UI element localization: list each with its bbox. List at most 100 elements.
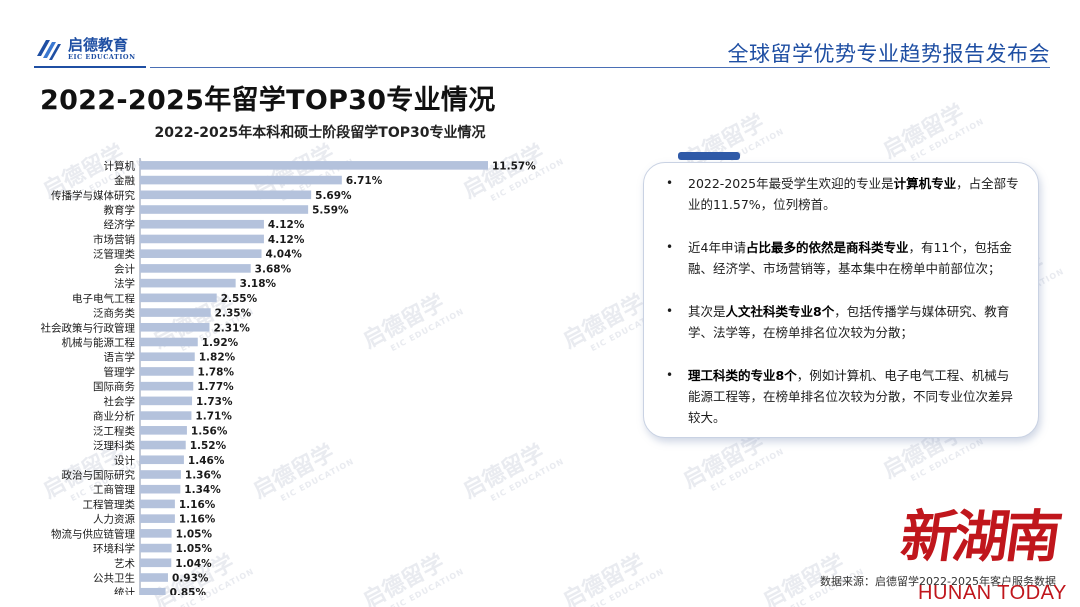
bullet-text-bold: 理工科类的专业8个: [688, 368, 797, 383]
bullet-text-bold: 人文社科类专业8个: [725, 304, 835, 319]
bar: [140, 205, 309, 214]
value-label: 3.68%: [255, 263, 292, 275]
bullet-text: 其次是人文社科类专业8个，包括传播学与媒体研究、教育学、法学等，在榜单排名位次较…: [688, 301, 1020, 343]
category-label: 法学: [114, 277, 135, 290]
chart-title: 2022-2025年本科和硕士阶段留学TOP30专业情况: [154, 125, 486, 141]
value-label: 4.12%: [268, 219, 305, 231]
category-label: 商业分析: [93, 410, 135, 423]
header-divider: [150, 67, 1050, 68]
value-label: 1.56%: [191, 425, 228, 437]
value-label: 1.36%: [185, 469, 222, 481]
data-source-note: 数据来源：启德留学2022-2025年客户服务数据: [820, 575, 1056, 588]
bar: [140, 426, 187, 435]
bar: [140, 529, 172, 538]
category-label: 统计: [114, 586, 135, 595]
header-title: 全球留学优势专业趋势报告发布会: [727, 42, 1050, 66]
category-label: 社会学: [104, 395, 136, 408]
stamp-chinese-text: 新湖南: [896, 504, 1063, 570]
value-label: 6.71%: [346, 175, 383, 187]
bullet-text-pre: 近4年申请: [688, 240, 746, 255]
bar: [140, 322, 210, 332]
value-label: 1.05%: [176, 528, 213, 540]
stamp-english-text: HUNAN TODAY: [918, 582, 1067, 604]
value-label: 1.78%: [198, 366, 235, 378]
bar: [140, 234, 264, 244]
value-label: 3.18%: [240, 278, 277, 290]
value-label: 2.31%: [213, 322, 250, 334]
bar: [140, 558, 172, 568]
bar: [140, 587, 166, 595]
bar-chart: 计算机 11.57% 金融 6.71% 传播学与媒体研究 5.69% 教育学 5.59% 经济学…: [41, 158, 536, 595]
bar: [140, 573, 168, 582]
hunan-today-stamp: 新湖南 HUNAN TODAY: [896, 492, 1068, 607]
bar: [140, 264, 251, 273]
category-label: 管理学: [104, 365, 136, 378]
bullet-item: • 其次是人文社科类专业8个，包括传播学与媒体研究、教育学、法学等，在榜单排名位次…: [666, 301, 1020, 343]
value-label: 1.71%: [195, 411, 232, 423]
eic-logo-icon: [37, 40, 61, 60]
bar: [140, 219, 264, 229]
value-label: 1.34%: [184, 484, 221, 496]
category-label: 语言学: [104, 351, 136, 364]
bullet-text: 近4年申请占比最多的依然是商科类专业，有11个，包括金融、经济学、市场营销等，基…: [688, 237, 1020, 279]
bullet-dot: •: [666, 368, 674, 382]
value-label: 0.93%: [172, 573, 209, 585]
value-label: 0.85%: [170, 587, 207, 595]
value-label: 1.46%: [188, 455, 225, 467]
bullet-dot: •: [666, 240, 674, 254]
category-label: 电子电气工程: [72, 292, 135, 305]
category-label: 泛商务类: [93, 307, 135, 320]
value-label: 11.57%: [492, 160, 536, 172]
bar: [140, 484, 181, 494]
bullet-item: • 理工科类的专业8个，例如计算机、电子电气工程、机械与能源工程等，在榜单排名位次…: [666, 365, 1020, 428]
logo-subtext: EIC EDUCATION: [68, 52, 136, 61]
value-label: 1.05%: [176, 543, 213, 555]
category-label: 公共卫生: [93, 572, 135, 585]
bullet-item: • 2022-2025年最受学生欢迎的专业是计算机专业，占全部专业的11.57%，…: [666, 173, 1020, 215]
value-label: 1.77%: [197, 381, 234, 393]
value-label: 4.12%: [268, 234, 305, 246]
category-label: 设计: [114, 454, 135, 467]
logo-text: 启德教育: [68, 35, 129, 54]
bar: [140, 470, 181, 479]
bar: [140, 249, 262, 258]
bullet-item: • 近4年申请占比最多的依然是商科类专业，有11个，包括金融、经济学、市场营销等，…: [666, 237, 1020, 279]
bar: [140, 175, 342, 185]
category-label: 经济学: [104, 218, 136, 231]
category-label: 政治与国际研究: [62, 468, 136, 481]
category-label: 工程管理类: [83, 498, 136, 511]
value-label: 2.35%: [215, 308, 252, 320]
value-label: 1.04%: [175, 558, 212, 570]
category-label: 艺术: [114, 558, 135, 570]
bar: [140, 293, 217, 303]
bullet-text-pre: 其次是: [688, 304, 726, 319]
header-divider-accent: [34, 66, 146, 68]
value-label: 1.82%: [199, 352, 236, 364]
bullet-text-post: ，包括传播学与媒体研究、教育学、法学等，在榜单排名位次较为分散；: [688, 304, 1010, 340]
bullet-text-bold: 计算机专业: [893, 176, 957, 191]
bar: [140, 337, 198, 347]
category-label: 金融: [114, 174, 135, 187]
category-label: 泛工程类: [93, 424, 135, 437]
category-label: 泛管理类: [93, 248, 135, 261]
bar: [140, 278, 236, 288]
bar: [140, 543, 172, 553]
bar: [140, 411, 192, 420]
page-title: 2022-2025年留学TOP30专业情况: [40, 85, 496, 116]
bar: [140, 455, 184, 465]
bullet-text-post: ，有11个，包括金融、经济学、市场营销等，基本集中在榜单中前部位次；: [688, 240, 1012, 276]
bar: [140, 514, 175, 523]
bullet-text-post: ，占全部专业的11.57%，位列榜首。: [688, 176, 1019, 212]
brand-logo: 启德教育 EIC EDUCATION: [34, 36, 136, 62]
bar: [140, 499, 175, 509]
bar: [140, 381, 194, 391]
category-label: 传播学与媒体研究: [51, 189, 135, 202]
bullet-dot: •: [666, 176, 674, 190]
category-label: 人力资源: [93, 513, 135, 526]
bar: [140, 308, 211, 317]
panel-tab: [678, 152, 740, 160]
bullet-text: 2022-2025年最受学生欢迎的专业是计算机专业，占全部专业的11.57%，位…: [688, 173, 1020, 215]
value-label: 1.52%: [190, 440, 227, 452]
bullet-text: 理工科类的专业8个，例如计算机、电子电气工程、机械与能源工程等，在榜单排名位次较…: [688, 365, 1020, 428]
